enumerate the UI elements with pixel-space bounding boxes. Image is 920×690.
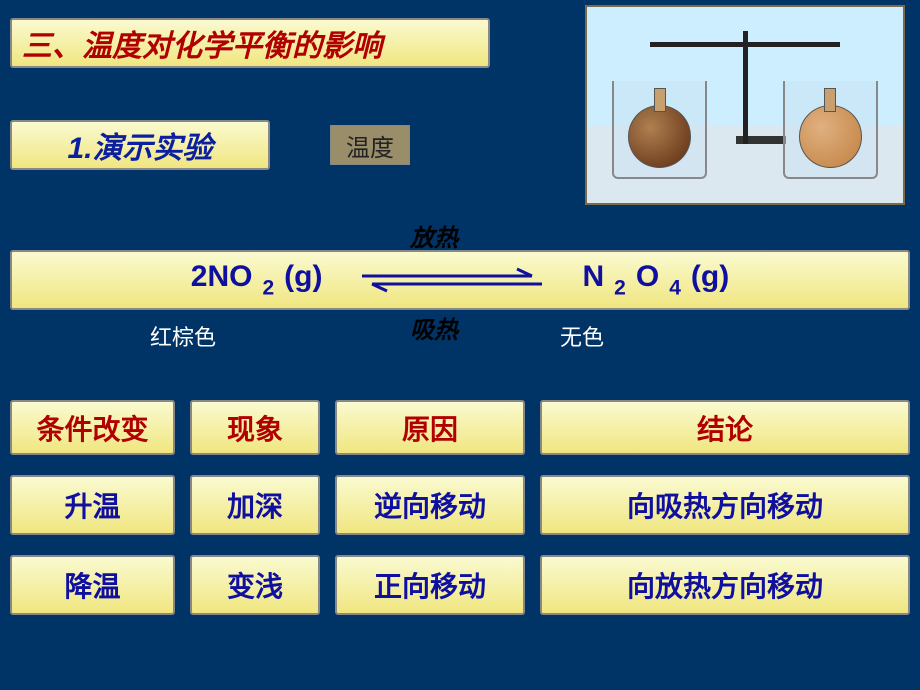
header-condition: 条件改变 — [10, 400, 175, 455]
header-reason: 原因 — [335, 400, 525, 455]
cell-reason-0: 逆向移动 — [335, 475, 525, 535]
equation-bar: 2NO2(g) N2O4(g) — [10, 250, 910, 310]
cell-condition-1: 降温 — [10, 555, 175, 615]
stand-rod — [743, 31, 748, 145]
flask-right — [799, 105, 862, 168]
cell-phenomenon-1: 变浅 — [190, 555, 320, 615]
header-phenomenon: 现象 — [190, 400, 320, 455]
eq-right: N2O4(g) — [572, 260, 739, 300]
note-right-color: 无色 — [560, 320, 604, 352]
equilibrium-arrow-icon — [352, 265, 552, 295]
cell-condition-0: 升温 — [10, 475, 175, 535]
cell-conclusion-1: 向放热方向移动 — [540, 555, 910, 615]
cell-reason-1: 正向移动 — [335, 555, 525, 615]
section-title: 三、温度对化学平衡的影响 — [10, 18, 490, 68]
header-conclusion: 结论 — [540, 400, 910, 455]
temperature-label: 温度 — [330, 125, 410, 165]
eq-top-label: 放热 — [410, 218, 458, 253]
eq-bottom-label: 吸热 — [410, 310, 458, 345]
experiment-photo — [585, 5, 905, 205]
note-left-color: 红棕色 — [150, 320, 216, 352]
eq-left: 2NO2(g) — [181, 260, 333, 300]
subsection-title: 1.演示实验 — [10, 120, 270, 170]
stand-arm — [650, 42, 840, 47]
cell-conclusion-0: 向吸热方向移动 — [540, 475, 910, 535]
flask-left — [628, 105, 691, 168]
cell-phenomenon-0: 加深 — [190, 475, 320, 535]
